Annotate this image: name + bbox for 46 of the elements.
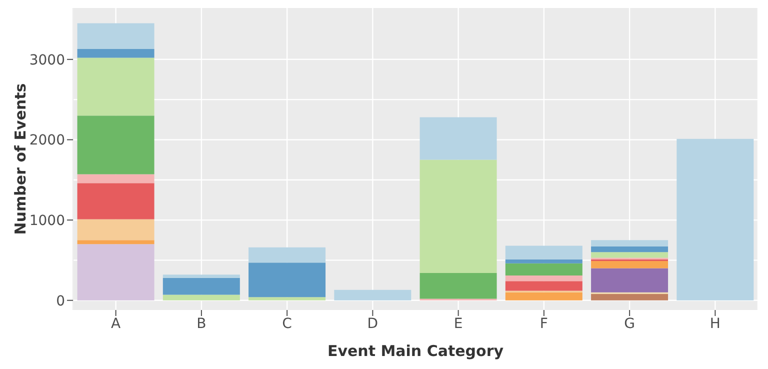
bar: [77, 48, 154, 58]
bar: [505, 275, 582, 282]
bar: [591, 246, 668, 252]
x-tick-label: G: [624, 316, 635, 332]
bar: [334, 290, 412, 300]
bar: [77, 23, 154, 49]
bar: [505, 263, 582, 276]
bar: [77, 240, 154, 244]
y-tick-label: 3000: [29, 52, 65, 68]
x-tick-label: H: [710, 316, 720, 332]
bar: [77, 58, 154, 116]
x-tick-label: A: [111, 316, 122, 332]
bar: [591, 261, 668, 268]
bar: [676, 138, 754, 300]
bar: [162, 294, 240, 300]
y-axis-title: Number of Events: [11, 83, 30, 235]
bar: [591, 252, 668, 258]
bar: [248, 297, 326, 300]
x-tick-label: E: [454, 316, 463, 332]
bar: [591, 294, 668, 300]
bar: [77, 174, 154, 184]
bar: [505, 292, 582, 300]
x-axis-title: Event Main Category: [327, 342, 504, 360]
bar: [77, 116, 154, 174]
y-tick-label: 0: [56, 293, 65, 310]
x-tick-label: F: [540, 316, 548, 332]
bar: [591, 268, 668, 292]
y-tick-label: 2000: [29, 132, 65, 149]
y-tick-label: 1000: [29, 213, 65, 230]
x-tick-label: B: [196, 316, 206, 332]
x-tick-label: D: [367, 316, 378, 332]
bar: [505, 246, 582, 260]
bar: [420, 160, 497, 274]
bar: [77, 183, 154, 220]
bar: [248, 247, 326, 263]
x-tick-label: C: [282, 316, 292, 332]
bar: [77, 219, 154, 240]
bar: [162, 274, 240, 278]
bar: [591, 240, 668, 247]
bar: [505, 281, 582, 291]
bar: [162, 278, 240, 295]
bar: [505, 259, 582, 264]
bar: [420, 117, 497, 160]
bar: [248, 262, 326, 298]
bar: [77, 244, 154, 300]
bar: [420, 273, 497, 299]
